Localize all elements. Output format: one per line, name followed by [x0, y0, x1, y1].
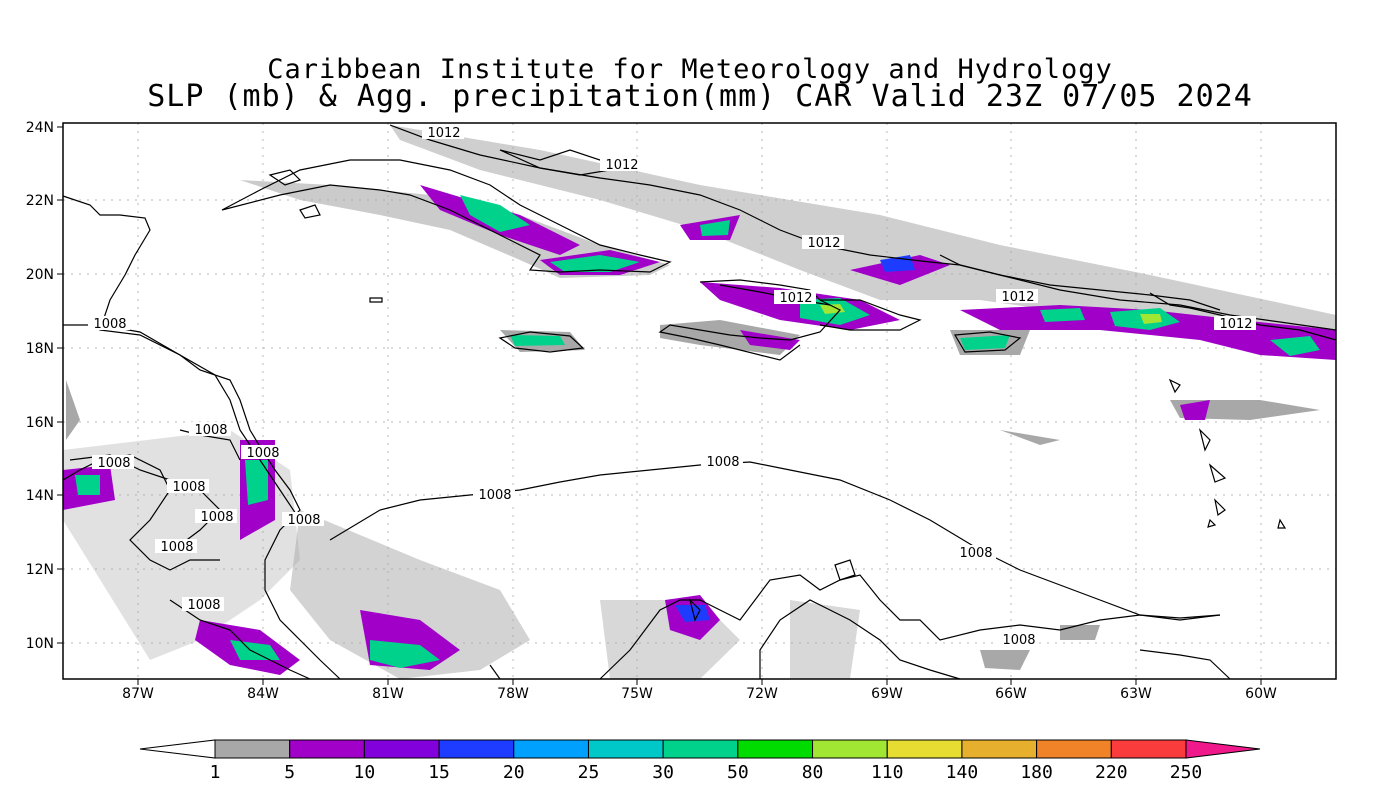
- colorbar-tick-label: 10: [354, 762, 376, 783]
- isobar-label: 1008: [478, 488, 511, 503]
- isobar-labels: 1012 1012 1012 1012 1012 1012 1008 1008 …: [88, 125, 1256, 648]
- lon-label: 78W: [497, 686, 529, 702]
- lat-label: 20N: [26, 267, 54, 283]
- map-frame: [62, 122, 1337, 680]
- colorbar-tick-label: 180: [1020, 762, 1053, 783]
- colorbar-tick-label: 1: [210, 762, 221, 783]
- isobar-label: 1012: [779, 291, 812, 306]
- isobar-label: 1008: [194, 423, 227, 438]
- isobar-label: 1008: [287, 513, 320, 528]
- lat-label: 18N: [26, 341, 54, 357]
- colorbar-tick-label: 80: [802, 762, 824, 783]
- map-title-line2: SLP (mb) & Agg. precipitation(mm) CAR Va…: [147, 79, 1253, 114]
- colorbar-tick-label: 250: [1170, 762, 1203, 783]
- colorbar-tick-label: 30: [652, 762, 674, 783]
- lon-label: 60W: [1245, 686, 1277, 702]
- lon-label: 84W: [247, 686, 279, 702]
- colorbar-box: [1036, 739, 1112, 759]
- colorbar-start-arrow: [139, 739, 216, 759]
- isobar-label: 1012: [1219, 317, 1252, 332]
- colorbar-box: [513, 739, 589, 759]
- colorbar-box: [737, 739, 814, 759]
- isobar-label: 1008: [187, 598, 220, 613]
- colorbar-box: [961, 739, 1038, 759]
- isobar-label: 1008: [172, 480, 205, 495]
- colorbar-tick-label: 15: [428, 762, 450, 783]
- isobar-label: 1008: [959, 546, 992, 561]
- lon-label: 63W: [1120, 686, 1152, 702]
- colorbar-tick-label: 110: [871, 762, 904, 783]
- lon-axis: 87W 84W 81W 78W 75W 72W 69W 66W 63W 60W: [122, 679, 1277, 702]
- colorbar-tick-label: 20: [503, 762, 525, 783]
- colorbar-tick-label: 220: [1095, 762, 1128, 783]
- isobar-label: 1012: [427, 126, 460, 141]
- isobar-label: 1008: [97, 456, 130, 471]
- colorbar-tick-label: 25: [578, 762, 600, 783]
- colorbar-box: [438, 739, 515, 759]
- colorbar-box: [812, 739, 888, 759]
- isobar-label: 1008: [246, 446, 279, 461]
- lon-label: 66W: [995, 686, 1027, 702]
- lat-label: 22N: [26, 193, 54, 209]
- isobar-label: 1012: [1001, 290, 1034, 305]
- isobar-label: 1012: [605, 158, 638, 173]
- colorbar-tick-label: 5: [284, 762, 295, 783]
- isobar-label: 1008: [1002, 633, 1035, 648]
- colorbar-box: [587, 739, 664, 759]
- isobar-label: 1008: [706, 455, 739, 470]
- lat-label: 16N: [26, 415, 54, 431]
- colorbar-box: [1110, 739, 1187, 759]
- lat-axis: 24N 22N 20N 18N 16N 14N 12N 10N: [26, 120, 63, 652]
- colorbar-boxes: [214, 739, 1187, 759]
- lat-label: 12N: [26, 562, 54, 578]
- lon-label: 69W: [871, 686, 903, 702]
- colorbar-box: [363, 739, 440, 759]
- isobar-label: 1008: [160, 540, 193, 555]
- isobar-label: 1008: [200, 510, 233, 525]
- lat-label: 10N: [26, 636, 54, 652]
- map-title-line1: Caribbean Institute for Meteorology and …: [267, 54, 1113, 85]
- precip-heavy: [75, 195, 1320, 668]
- colorbar-box: [289, 739, 365, 759]
- colorbar-box: [214, 739, 291, 759]
- colorbar-end-arrow: [1185, 739, 1261, 759]
- colorbar-labels: 1 5 10 15 20 25 30 50 80 110 140 180 220 250: [210, 762, 1203, 783]
- colorbar: 1 5 10 15 20 25 30 50 80 110 140 180 220 250: [139, 739, 1261, 783]
- lon-label: 87W: [122, 686, 154, 702]
- lat-label: 24N: [26, 120, 54, 136]
- colorbar-box: [662, 739, 739, 759]
- colorbar-tick-label: 50: [727, 762, 749, 783]
- lat-label: 14N: [26, 488, 54, 504]
- colorbar-tick-label: 140: [946, 762, 979, 783]
- lon-label: 72W: [746, 686, 778, 702]
- isobar-label: 1012: [807, 236, 840, 251]
- lon-label: 75W: [621, 686, 653, 702]
- isobar-label: 1008: [93, 317, 126, 332]
- isobar-1012: [389, 124, 1337, 331]
- colorbar-box: [886, 739, 963, 759]
- lon-label: 81W: [372, 686, 404, 702]
